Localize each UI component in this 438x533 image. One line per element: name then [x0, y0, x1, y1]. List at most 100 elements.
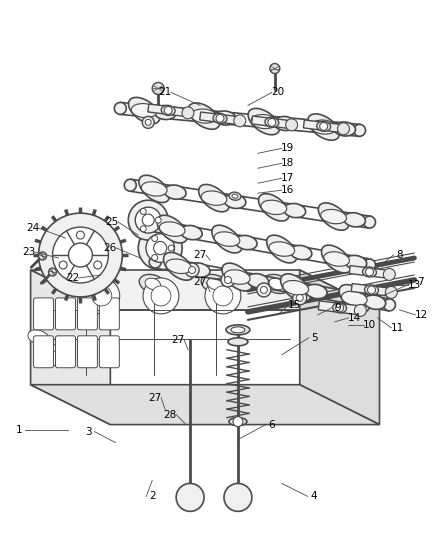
Ellipse shape [290, 245, 312, 260]
Ellipse shape [364, 216, 375, 228]
Text: 2: 2 [149, 491, 155, 502]
Circle shape [234, 115, 246, 127]
Circle shape [216, 115, 224, 123]
Ellipse shape [154, 106, 176, 119]
Circle shape [320, 123, 328, 131]
Ellipse shape [166, 259, 191, 273]
Circle shape [49, 268, 57, 276]
Text: 27: 27 [148, 393, 162, 402]
Ellipse shape [159, 222, 185, 236]
Ellipse shape [226, 325, 250, 335]
Ellipse shape [188, 263, 210, 277]
Circle shape [367, 286, 375, 294]
Ellipse shape [229, 417, 247, 425]
Ellipse shape [342, 291, 367, 306]
Circle shape [138, 226, 182, 270]
Ellipse shape [247, 273, 268, 288]
Text: 26: 26 [104, 243, 117, 253]
Ellipse shape [231, 327, 245, 333]
Circle shape [385, 286, 397, 298]
Ellipse shape [114, 102, 126, 115]
Ellipse shape [232, 194, 238, 198]
Ellipse shape [324, 252, 350, 266]
Circle shape [68, 243, 92, 267]
Circle shape [155, 217, 161, 223]
Ellipse shape [333, 303, 346, 313]
Ellipse shape [207, 278, 223, 290]
Text: 15: 15 [288, 300, 301, 310]
Ellipse shape [131, 103, 157, 118]
Ellipse shape [214, 232, 240, 246]
Circle shape [39, 213, 122, 297]
Ellipse shape [201, 191, 227, 205]
Polygon shape [251, 116, 292, 129]
Circle shape [224, 483, 252, 511]
Circle shape [185, 263, 199, 277]
Polygon shape [31, 270, 110, 425]
Text: 18: 18 [281, 158, 294, 168]
Circle shape [268, 118, 276, 126]
Ellipse shape [248, 108, 279, 135]
Circle shape [92, 286, 112, 306]
Circle shape [128, 200, 168, 240]
Polygon shape [200, 112, 240, 125]
Ellipse shape [149, 256, 161, 268]
Text: 27: 27 [172, 335, 185, 345]
FancyBboxPatch shape [56, 298, 75, 330]
Ellipse shape [145, 278, 161, 290]
FancyBboxPatch shape [99, 336, 119, 368]
Ellipse shape [180, 225, 202, 240]
Ellipse shape [269, 242, 295, 256]
Ellipse shape [78, 274, 105, 294]
Text: 28: 28 [163, 410, 177, 419]
Ellipse shape [353, 124, 366, 136]
Text: 22: 22 [66, 273, 79, 283]
Text: 16: 16 [281, 185, 294, 195]
Circle shape [77, 231, 85, 239]
Circle shape [296, 294, 303, 301]
Ellipse shape [284, 204, 306, 217]
Ellipse shape [345, 255, 367, 270]
Circle shape [293, 291, 307, 305]
Ellipse shape [157, 215, 187, 243]
Circle shape [143, 278, 179, 314]
Ellipse shape [163, 253, 194, 280]
Text: 11: 11 [391, 323, 404, 333]
Polygon shape [351, 284, 392, 296]
Ellipse shape [128, 98, 160, 124]
Text: 7: 7 [417, 277, 424, 287]
Circle shape [59, 261, 67, 269]
Circle shape [225, 277, 231, 284]
Text: 19: 19 [281, 143, 294, 154]
Text: 10: 10 [363, 320, 376, 330]
Circle shape [152, 236, 158, 241]
FancyBboxPatch shape [34, 336, 53, 368]
Ellipse shape [213, 114, 227, 124]
Ellipse shape [344, 213, 365, 227]
Circle shape [260, 286, 267, 294]
Text: 12: 12 [415, 310, 428, 320]
Ellipse shape [258, 193, 289, 221]
Ellipse shape [191, 109, 217, 123]
Circle shape [152, 83, 164, 94]
Text: 8: 8 [396, 250, 403, 260]
Ellipse shape [141, 182, 167, 196]
Ellipse shape [199, 184, 230, 212]
Ellipse shape [384, 299, 396, 311]
Ellipse shape [164, 185, 186, 199]
Circle shape [354, 304, 366, 317]
Ellipse shape [305, 284, 327, 298]
Ellipse shape [251, 115, 277, 128]
Ellipse shape [139, 274, 166, 294]
Circle shape [152, 255, 158, 261]
Text: 27: 27 [194, 250, 207, 260]
Circle shape [39, 252, 46, 260]
Ellipse shape [161, 106, 175, 116]
Ellipse shape [334, 122, 356, 136]
Ellipse shape [228, 338, 248, 346]
Circle shape [233, 417, 243, 426]
Ellipse shape [139, 175, 170, 203]
Ellipse shape [45, 351, 66, 366]
Text: 20: 20 [271, 87, 284, 98]
Ellipse shape [339, 285, 369, 312]
